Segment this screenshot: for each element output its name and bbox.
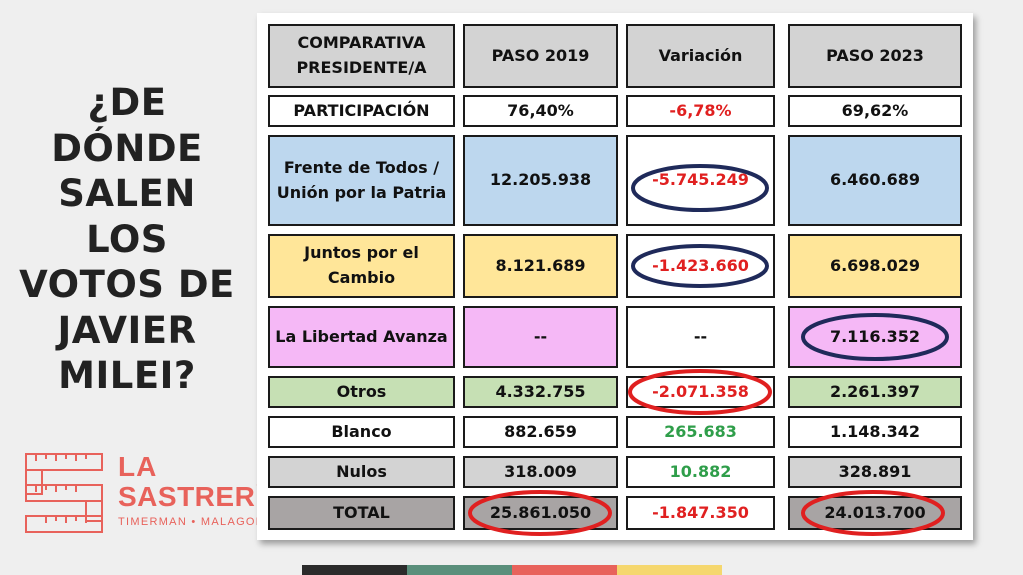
headline-line: SALEN — [58, 172, 196, 215]
cell-paso2019-juntos-por-el-cambio: 8.121.689 — [463, 234, 618, 298]
header-paso-2019: PASO 2019 — [463, 24, 618, 88]
headline-line: MILEI? — [58, 354, 196, 397]
bottom-color-bar-2 — [407, 565, 512, 575]
headline-line: VOTOS DE — [19, 263, 235, 306]
headline: ¿DE DÓNDE SALEN LOS VOTOS DE JAVIER MILE… — [8, 80, 246, 399]
cell-paso2023-nulos: 328.891 — [788, 456, 962, 488]
headline-line: LOS — [86, 217, 168, 261]
logo-line-2: SASTRERÍA — [118, 481, 285, 512]
comparison-table: COMPARATIVA PRESIDENTE/A PASO 2019 Varia… — [257, 13, 973, 540]
row-label-total: TOTAL — [268, 496, 455, 530]
bottom-color-bar-4 — [617, 565, 722, 575]
headline-line: JAVIER — [57, 308, 197, 352]
row-label-otros: Otros — [268, 376, 455, 408]
cell-paso2023-la-libertad-avanza: 7.116.352 — [788, 306, 962, 368]
cell-paso2019-frente-de-todos: 12.205.938 — [463, 135, 618, 226]
cell-variacion-frente-de-todos: -5.745.249 — [626, 135, 775, 226]
cell-paso2023-juntos-por-el-cambio: 6.698.029 — [788, 234, 962, 298]
cell-paso2019-blanco: 882.659 — [463, 416, 618, 448]
bottom-color-bar-1 — [302, 565, 407, 575]
row-label-nulos: Nulos — [268, 456, 455, 488]
header-paso-2023: PASO 2023 — [788, 24, 962, 88]
cell-paso2019-total: 25.861.050 — [463, 496, 618, 530]
cell-variacion-nulos: 10.882 — [626, 456, 775, 488]
bottom-color-bar-3 — [512, 565, 617, 575]
tape-measure-s-icon — [25, 453, 103, 533]
cell-paso2023-total: 24.013.700 — [788, 496, 962, 530]
cell-variacion-juntos-por-el-cambio: -1.423.660 — [626, 234, 775, 298]
cell-variacion-otros: -2.071.358 — [626, 376, 775, 408]
cell-variacion-total: -1.847.350 — [626, 496, 775, 530]
headline-line: DÓNDE — [51, 126, 203, 170]
logo-subtitle: TIMERMAN • MALAGOLI — [118, 516, 268, 528]
logo-wordmark: LA SASTRERÍA — [118, 452, 284, 512]
row-label-juntos-por-el-cambio: Juntos por el Cambio — [268, 234, 455, 298]
row-label-participacion: PARTICIPACIÓN — [268, 95, 455, 127]
logo-line-1: LA — [118, 451, 158, 482]
la-sastreria-logo: LA SASTRERÍA TIMERMAN • MALAGOLI — [22, 450, 284, 540]
headline-line: ¿DE — [87, 81, 167, 124]
row-label-frente-de-todos: Frente de Todos / Unión por la Patria — [268, 135, 455, 226]
cell-variacion-participacion: -6,78% — [626, 95, 775, 127]
cell-paso2023-blanco: 1.148.342 — [788, 416, 962, 448]
row-label-blanco: Blanco — [268, 416, 455, 448]
cell-paso2023-otros: 2.261.397 — [788, 376, 962, 408]
cell-paso2023-participacion: 69,62% — [788, 95, 962, 127]
row-label-la-libertad-avanza: La Libertad Avanza — [268, 306, 455, 368]
header-variacion: Variación — [626, 24, 775, 88]
cell-paso2023-frente-de-todos: 6.460.689 — [788, 135, 962, 226]
cell-variacion-la-libertad-avanza: -- — [626, 306, 775, 368]
cell-paso2019-otros: 4.332.755 — [463, 376, 618, 408]
header-comparativa: COMPARATIVA PRESIDENTE/A — [268, 24, 455, 88]
cell-paso2019-la-libertad-avanza: -- — [463, 306, 618, 368]
cell-paso2019-participacion: 76,40% — [463, 95, 618, 127]
cell-variacion-blanco: 265.683 — [626, 416, 775, 448]
cell-paso2019-nulos: 318.009 — [463, 456, 618, 488]
